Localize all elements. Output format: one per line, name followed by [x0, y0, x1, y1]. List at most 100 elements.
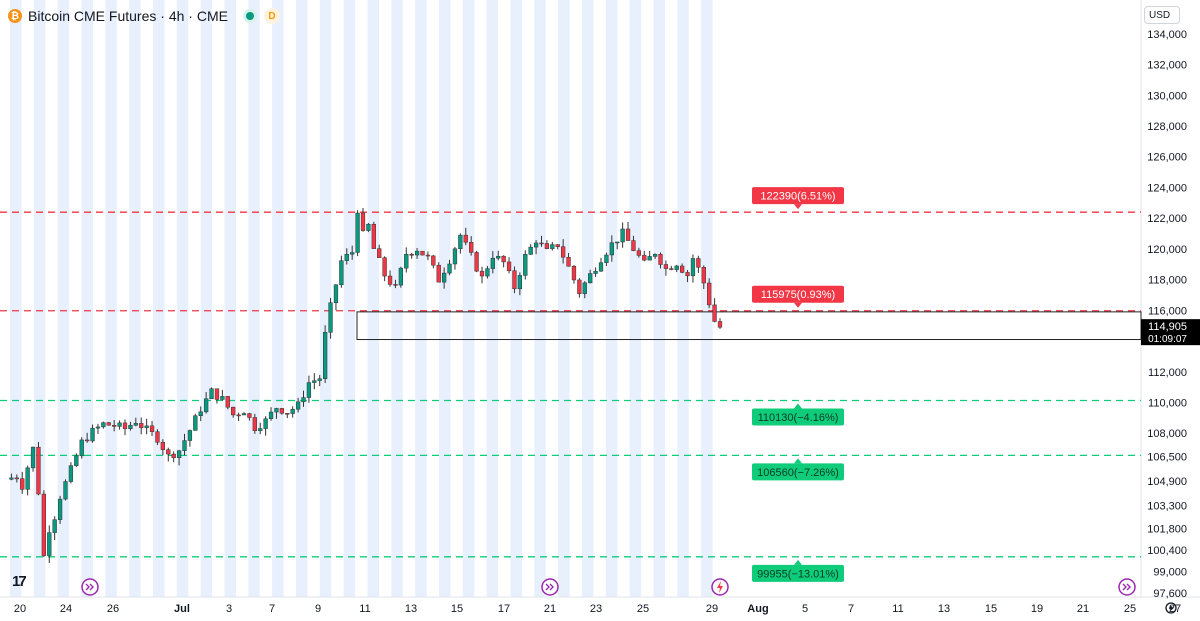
candle-body [160, 441, 166, 450]
candle-body [539, 242, 544, 245]
price-tick-label: 132,000 [1147, 60, 1187, 72]
candle-body [717, 321, 723, 328]
delayed-data-badge[interactable]: D [263, 8, 280, 24]
candle-body [674, 265, 679, 270]
session-band [296, 0, 308, 597]
price-tick-label: 108,000 [1147, 428, 1187, 440]
session-band [629, 0, 642, 597]
time-tick-label: 20 [14, 603, 26, 615]
svg-text:106560(−7.26%): 106560(−7.26%) [757, 467, 839, 479]
lightning-icon [711, 578, 729, 596]
session-band [415, 0, 427, 597]
candle-body [506, 261, 512, 272]
chart-header[interactable]: ₿ Bitcoin CME Futures · 4h · CME D [8, 6, 280, 26]
time-tick-label: Aug [747, 603, 768, 615]
candle-body [387, 275, 393, 285]
candle-body [84, 439, 90, 442]
svg-text:99955(−13.01%): 99955(−13.01%) [757, 568, 839, 580]
price-tick-label: 116,000 [1148, 305, 1187, 317]
candle-body [117, 422, 122, 427]
candle-body [598, 262, 604, 272]
candle-body [533, 242, 539, 248]
candle-body [696, 258, 701, 268]
session-band [10, 0, 22, 597]
candle-body [550, 244, 555, 249]
market-status-icon [245, 12, 254, 20]
session-band [105, 0, 117, 597]
candle-body [101, 422, 106, 428]
price-tick-label: 124,000 [1147, 182, 1187, 194]
candle-body [290, 408, 295, 414]
candle-body [139, 423, 144, 428]
time-tick-label: 29 [706, 603, 718, 615]
candle-body [560, 246, 566, 258]
svg-text:01:09:07: 01:09:07 [1148, 334, 1187, 345]
time-tick-label: 3 [226, 603, 232, 615]
candle-body [566, 256, 571, 267]
svg-text:114,905: 114,905 [1148, 321, 1187, 333]
candle-body [47, 532, 52, 556]
candle-body [474, 252, 479, 272]
candle-body [555, 244, 560, 247]
bitcoin-icon: ₿ [8, 9, 22, 23]
time-tick-label: 15 [451, 603, 463, 615]
candle-body [90, 427, 95, 442]
candle-body [166, 449, 171, 455]
candle-body [339, 260, 344, 286]
candle-body [57, 498, 63, 520]
candle-body [312, 380, 317, 383]
candle-body [14, 477, 19, 480]
time-tick-label: 5 [802, 603, 808, 615]
price-tick-label: 110,000 [1148, 398, 1187, 410]
session-band [319, 0, 332, 597]
candle-body [263, 418, 268, 429]
candle-body [95, 426, 101, 429]
candle-body [625, 228, 631, 241]
candle-body [398, 267, 404, 286]
candle-body [588, 273, 593, 284]
candle-body [382, 257, 387, 277]
time-tick-label: 26 [107, 603, 119, 615]
settings-gear-icon[interactable] [1165, 602, 1177, 614]
candle-body [355, 212, 360, 253]
candle-body [285, 413, 290, 415]
candle-body [636, 250, 642, 256]
resistance-level-label: 115975(0.93%) [752, 285, 844, 308]
candle-body [122, 422, 128, 429]
candle-body [512, 270, 517, 290]
candle-body [501, 255, 506, 263]
session-band [272, 0, 284, 597]
candle-body [144, 425, 149, 428]
candle-body [658, 254, 663, 265]
candle-body [209, 388, 214, 399]
candle-body [582, 282, 587, 294]
session-band [677, 0, 689, 597]
price-tick-label: 103,300 [1147, 500, 1187, 512]
candle-body [106, 422, 111, 426]
tradingview-logo[interactable]: 17 [12, 573, 27, 590]
candle-body [571, 266, 577, 281]
session-band [81, 0, 93, 597]
candle-body [690, 258, 696, 277]
candle-body [544, 243, 550, 249]
session-band [367, 0, 379, 597]
candle-body [577, 279, 582, 294]
candle-body [469, 242, 474, 253]
currency-selector[interactable]: USD [1144, 6, 1180, 24]
candle-body [485, 268, 490, 277]
price-tick-label: 104,900 [1147, 476, 1187, 488]
candle-body [447, 263, 452, 274]
chart-title: Bitcoin CME Futures · 4h · CME [28, 8, 228, 24]
candle-body [344, 254, 349, 261]
range-box [356, 311, 1142, 341]
session-band [153, 0, 165, 597]
price-tick-label: 126,000 [1147, 152, 1187, 164]
support-level-label: 99955(−13.01%) [752, 559, 844, 582]
session-band [57, 0, 70, 597]
candle-body [642, 255, 647, 261]
time-tick-label: 13 [938, 603, 950, 615]
session-band [176, 0, 189, 597]
candle-body [615, 241, 620, 244]
